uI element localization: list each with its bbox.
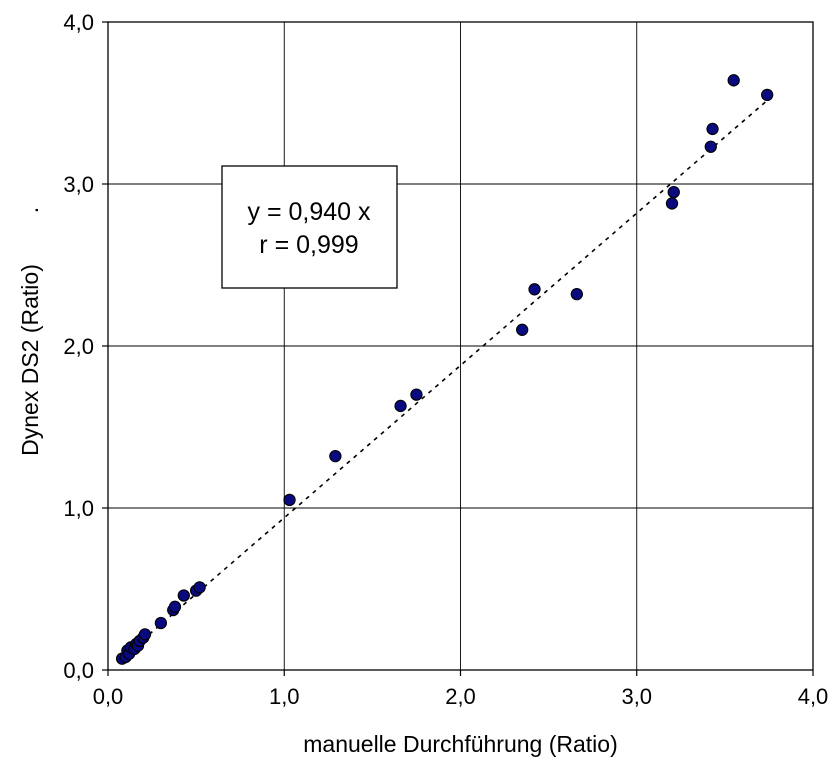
data-point: [177, 589, 190, 602]
equation-box-frame: [221, 165, 398, 289]
data-point: [329, 450, 342, 463]
data-point: [704, 140, 717, 153]
data-point: [410, 388, 423, 401]
data-point: [570, 288, 583, 301]
x-tick-label: 4,0: [798, 684, 829, 709]
x-tick-label: 0,0: [93, 684, 124, 709]
x-tick-label: 3,0: [621, 684, 652, 709]
data-point: [665, 197, 679, 210]
data-point: [516, 323, 529, 336]
data-point: [727, 74, 740, 87]
correlation-text: r = 0,999: [259, 231, 358, 259]
x-tick-label: 2,0: [445, 684, 476, 709]
equation-box: y = 0,940 x r = 0,999: [221, 165, 398, 289]
y-axis-label-suffix: .: [17, 207, 43, 213]
data-point: [193, 581, 206, 594]
x-axis-ticks: 0,0 1,0 2,0 3,0 4,0: [93, 670, 829, 709]
x-axis-label: manuelle Durchführung (Ratio): [303, 731, 618, 757]
y-tick-label: 0,0: [63, 658, 94, 683]
data-point: [394, 399, 407, 413]
data-point: [528, 283, 541, 296]
data-point: [168, 600, 182, 613]
data-point: [138, 628, 152, 641]
data-point: [283, 493, 296, 507]
y-tick-label: 3,0: [63, 172, 94, 197]
data-point: [154, 616, 168, 630]
y-tick-label: 2,0: [63, 334, 94, 359]
y-tick-label: 4,0: [63, 10, 94, 35]
y-axis-label: Dynex DS2 (Ratio): [17, 264, 43, 456]
data-point: [706, 122, 719, 136]
equation-text: y = 0,940 x: [248, 198, 371, 226]
y-axis-ticks: 0,0 1,0 2,0 3,0 4,0: [63, 10, 108, 683]
data-point: [667, 185, 680, 199]
x-tick-label: 1,0: [269, 684, 300, 709]
data-point: [761, 88, 774, 102]
data-points: [115, 74, 774, 665]
y-tick-label: 1,0: [63, 496, 94, 521]
gridlines: [108, 22, 813, 670]
